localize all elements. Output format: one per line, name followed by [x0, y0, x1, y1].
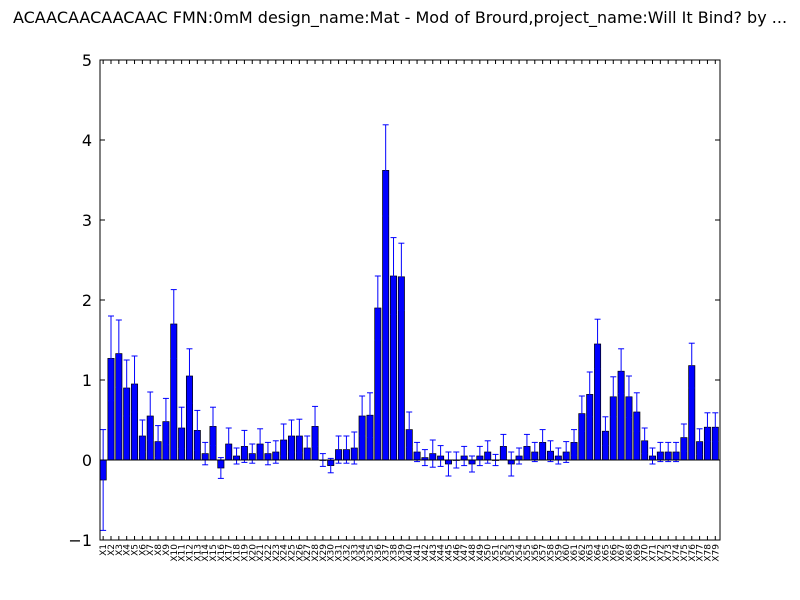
x-tick-label-X41: X41 — [413, 544, 423, 562]
x-tick-label-X38: X38 — [390, 544, 400, 562]
x-tick-label-X39: X39 — [397, 544, 407, 562]
x-tick-label-X18: X18 — [233, 544, 243, 562]
x-tick-label-X40: X40 — [405, 544, 415, 562]
x-tick-label-X25: X25 — [287, 544, 297, 562]
x-tick-label-X50: X50 — [484, 544, 494, 562]
x-tick-label-X42: X42 — [421, 544, 431, 562]
x-tick-label-X37: X37 — [382, 544, 392, 562]
x-tick-label-X5: X5 — [131, 544, 141, 556]
x-tick-label-X4: X4 — [123, 544, 133, 556]
x-tick-label-X61: X61 — [570, 544, 580, 562]
x-tick-label-X27: X27 — [303, 544, 313, 562]
x-tick-label-X35: X35 — [366, 544, 376, 562]
x-tick-label-X29: X29 — [319, 544, 329, 562]
x-tick-label-X14: X14 — [201, 544, 211, 562]
x-tick-label-X52: X52 — [499, 544, 509, 562]
x-tick-label-X68: X68 — [625, 544, 635, 562]
chart-title: ACAACAACAACAAC FMN:0mM design_name:Mat -… — [12, 8, 788, 27]
x-tick-label-X73: X73 — [664, 544, 674, 562]
x-tick-label-X69: X69 — [633, 544, 643, 562]
x-tick-label-X28: X28 — [311, 544, 321, 562]
x-tick-label-X79: X79 — [711, 544, 721, 562]
x-tick-label-X33: X33 — [350, 544, 360, 562]
x-tick-label-X22: X22 — [264, 544, 274, 562]
x-tick-label-X43: X43 — [429, 544, 439, 562]
x-tick-label-X30: X30 — [327, 544, 337, 562]
x-tick-label-X23: X23 — [272, 544, 282, 562]
x-tick-label-X60: X60 — [562, 544, 572, 562]
x-tick-label-X9: X9 — [162, 544, 172, 556]
y-tick-label: 1 — [82, 371, 92, 390]
y-tick-label: 2 — [82, 291, 92, 310]
x-tick-label-X72: X72 — [656, 544, 666, 562]
x-tick-label-X24: X24 — [280, 544, 290, 562]
x-tick-label-X75: X75 — [680, 544, 690, 562]
x-tick-label-X49: X49 — [476, 544, 486, 562]
x-tick-label-X66: X66 — [609, 544, 619, 562]
x-tick-label-X48: X48 — [468, 544, 478, 562]
x-tick-label-X65: X65 — [601, 544, 611, 562]
x-tick-label-X36: X36 — [374, 544, 384, 562]
x-tick-label-X15: X15 — [209, 544, 219, 562]
x-tick-label-X63: X63 — [586, 544, 596, 562]
x-tick-label-X71: X71 — [649, 544, 659, 562]
plot-frame — [99, 59, 721, 541]
x-tick-label-X70: X70 — [641, 544, 651, 562]
x-tick-label-X32: X32 — [342, 544, 352, 562]
x-tick-label-X11: X11 — [178, 544, 188, 562]
x-tick-label-X13: X13 — [193, 544, 203, 562]
x-tick-label-X62: X62 — [578, 544, 588, 562]
x-tick-label-X44: X44 — [437, 544, 447, 562]
x-tick-label-X17: X17 — [225, 544, 235, 562]
x-tick-label-X6: X6 — [138, 544, 148, 556]
x-tick-label-X74: X74 — [672, 544, 682, 562]
x-tick-label-X16: X16 — [217, 544, 227, 562]
x-tick-label-X67: X67 — [617, 544, 627, 562]
x-tick-label-X2: X2 — [107, 544, 117, 556]
x-tick-label-X7: X7 — [146, 544, 156, 556]
x-tick-label-X64: X64 — [594, 544, 604, 562]
x-tick-label-X77: X77 — [696, 544, 706, 562]
x-tick-label-X12: X12 — [185, 544, 195, 562]
x-tick-label-X76: X76 — [688, 544, 698, 562]
x-tick-label-X1: X1 — [99, 544, 109, 556]
x-tick-label-X58: X58 — [546, 544, 556, 562]
x-tick-label-X46: X46 — [452, 544, 462, 562]
x-tick-label-X19: X19 — [240, 544, 250, 562]
x-tick-label-X47: X47 — [460, 544, 470, 562]
x-tick-label-X21: X21 — [256, 544, 266, 562]
x-tick-label-X45: X45 — [444, 544, 454, 562]
x-tick-label-X54: X54 — [515, 544, 525, 562]
x-tick-label-X26: X26 — [295, 544, 305, 562]
x-tick-label-X8: X8 — [154, 544, 164, 556]
y-tick-label: 0 — [82, 451, 92, 470]
y-tick-label: 5 — [82, 51, 92, 70]
x-tick-label-X57: X57 — [539, 544, 549, 562]
y-tick-label: 4 — [82, 131, 92, 150]
x-tick-label-X3: X3 — [115, 544, 125, 556]
x-tick-label-X59: X59 — [554, 544, 564, 562]
x-tick-label-X55: X55 — [523, 544, 533, 562]
x-tick-label-X51: X51 — [492, 544, 502, 562]
x-tick-label-X78: X78 — [703, 544, 713, 562]
x-tick-label-X31: X31 — [335, 544, 345, 562]
x-tick-label-X56: X56 — [531, 544, 541, 562]
x-tick-label-X20: X20 — [248, 544, 258, 562]
y-tick-label: −1 — [68, 531, 92, 550]
y-tick-label: 3 — [82, 211, 92, 230]
x-tick-label-X53: X53 — [507, 544, 517, 562]
x-tick-label-X34: X34 — [358, 544, 368, 562]
x-tick-label-X10: X10 — [170, 544, 180, 562]
